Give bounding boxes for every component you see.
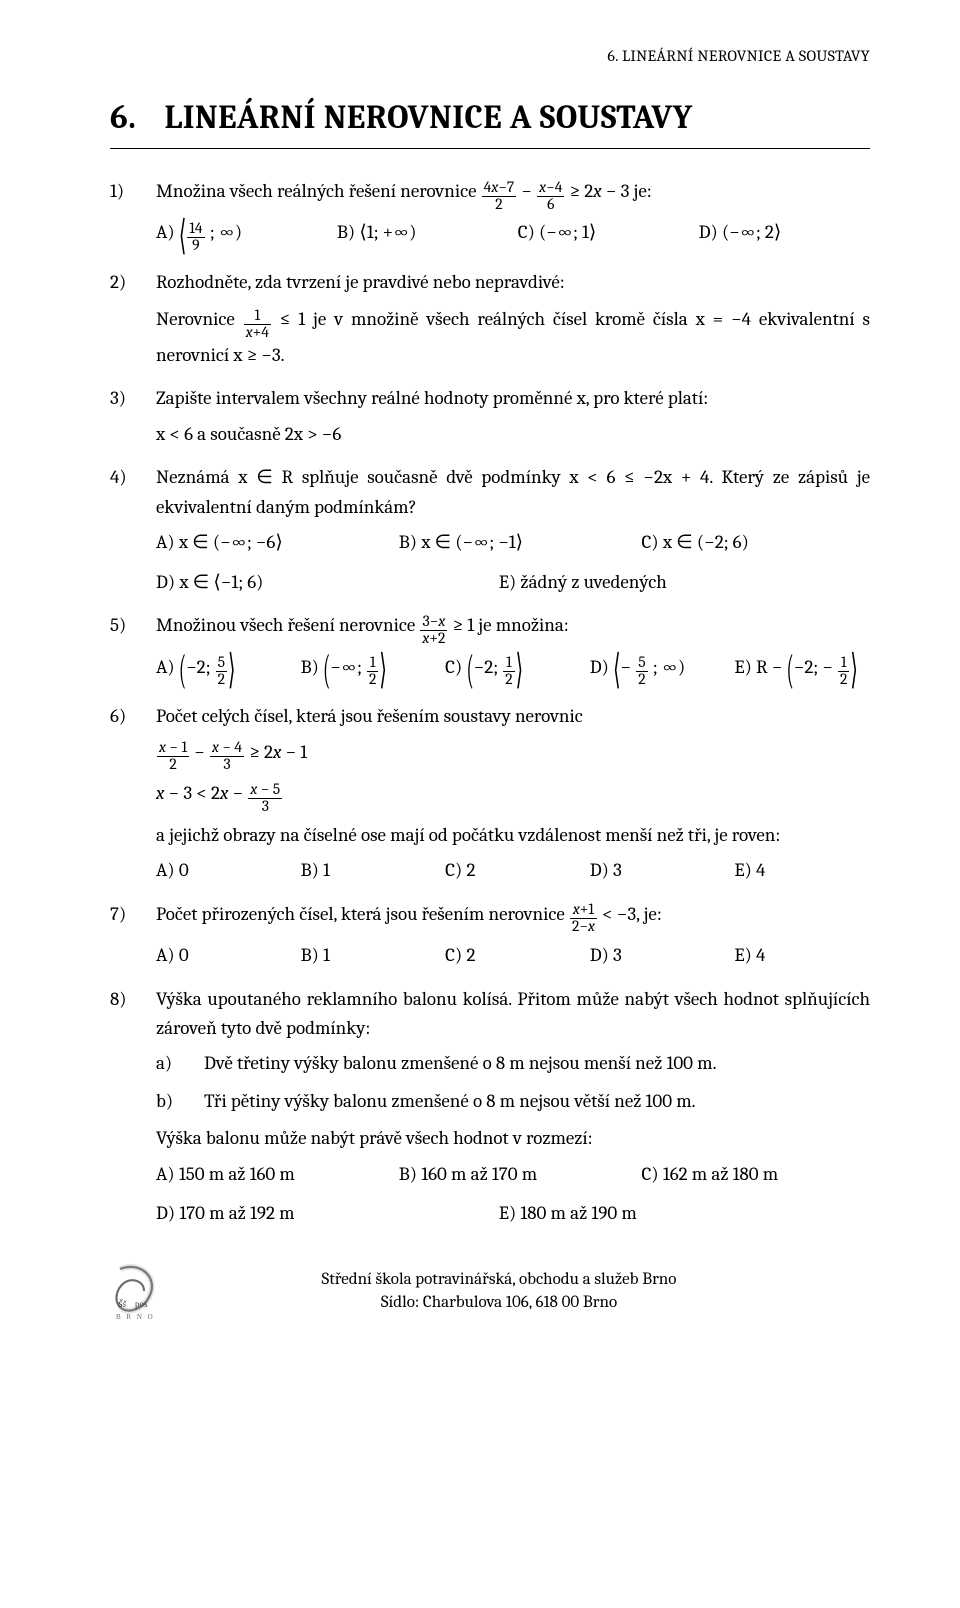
problem-8: Výška upoutaného reklamního balonu kolís…: [110, 985, 870, 1229]
choice-4D: D) x ∈ ⟨−1; 6): [156, 568, 477, 597]
chapter-title-text: LINEÁRNÍ NEROVNICE A SOUSTAVY: [164, 99, 692, 137]
problem-2-body: Nerovnice 1x+4 ≤ 1 je v množině všech re…: [156, 305, 870, 370]
choice-6E: E) 4: [734, 856, 870, 885]
problem-6: Počet celých čísel, která jsou řešením s…: [110, 702, 870, 885]
choice-5E: E) R − (−2; − 12⟩: [734, 653, 870, 689]
problem-8-choices-row1: A) 150 m až 160 m B) 160 m až 170 m C) 1…: [156, 1160, 870, 1189]
problem-1: Množina všech reálných řešení nerovnice …: [110, 177, 870, 254]
choice-8E: E) 180 m až 190 m: [499, 1199, 870, 1228]
problem-8-choices-row2: D) 170 m až 192 m E) 180 m až 190 m: [156, 1199, 870, 1228]
choice-7A: A) 0: [156, 941, 292, 970]
problem-8-sublist: a)Dvě třetiny výšky balonu zmenšené o 8 …: [156, 1049, 870, 1116]
svg-text:šš: šš: [118, 1296, 127, 1310]
problem-6-stem: Počet celých čísel, která jsou řešením s…: [156, 702, 870, 731]
choice-6C: C) 2: [445, 856, 581, 885]
problem-1-choices: A) ⟨149 ; ∞) B) ⟨1; +∞) C) (−∞; 1⟩ D) (−…: [156, 218, 870, 254]
choice-6B: B) 1: [301, 856, 437, 885]
problem-5-stem: Množinou všech řešení nerovnice 3−xx+2 ≥…: [156, 611, 870, 647]
problem-6-tail: a jejichž obrazy na číselné ose mají od …: [156, 821, 870, 850]
problem-7: Počet přirozených čísel, která jsou řeše…: [110, 900, 870, 971]
footer-line1: Střední škola potravinářská, obchodu a s…: [184, 1269, 814, 1292]
problem-4-choices-row2: D) x ∈ ⟨−1; 6) E) žádný z uvedených: [156, 568, 870, 597]
choice-4C: C) x ∈ (−2; 6): [642, 528, 870, 557]
choice-5D: D) ⟨− 52 ; ∞): [590, 653, 726, 689]
problem-4: Neznámá x ∈ R splňuje současně dvě podmí…: [110, 463, 870, 597]
choice-4B: B) x ∈ (−∞; −1⟩: [399, 528, 627, 557]
choice-7D: D) 3: [590, 941, 726, 970]
problem-1-stem: Množina všech reálných řešení nerovnice …: [156, 177, 870, 213]
problem-3-line2: x < 6 a současně 2x > −6: [156, 420, 870, 449]
problem-5: Množinou všech řešení nerovnice 3−xx+2 ≥…: [110, 611, 870, 688]
choice-8B: B) 160 m až 170 m: [399, 1160, 627, 1189]
school-logo-icon: šš pos B R N O: [110, 1263, 166, 1321]
problem-3: Zapište intervalem všechny reálné hodnot…: [110, 384, 870, 449]
choice-4E: E) žádný z uvedených: [499, 568, 870, 597]
choice-4A: A) x ∈ (−∞; −6⟩: [156, 528, 384, 557]
chapter-title: 6. LINEÁRNÍ NEROVNICE A SOUSTAVY: [110, 93, 870, 149]
problem-list: Množina všech reálných řešení nerovnice …: [110, 177, 870, 1229]
choice-5B: B) (−∞; 12⟩: [301, 653, 437, 689]
choice-8A: A) 150 m až 160 m: [156, 1160, 384, 1189]
footer-line2: Sídlo: Charbulova 106, 618 00 Brno: [184, 1292, 814, 1315]
choice-1A: A) ⟨149 ; ∞): [156, 218, 327, 254]
problem-7-choices: A) 0 B) 1 C) 2 D) 3 E) 4: [156, 941, 870, 970]
problem-7-stem: Počet přirozených čísel, která jsou řeše…: [156, 900, 870, 936]
chapter-number: 6.: [110, 99, 136, 137]
choice-1D: D) (−∞; 2⟩: [699, 218, 870, 254]
choice-7C: C) 2: [445, 941, 581, 970]
problem-2-intro: Rozhodněte, zda tvrzení je pravdivé nebo…: [156, 268, 870, 297]
page-footer: šš pos B R N O Střední škola potravinářs…: [110, 1263, 870, 1321]
running-header: 6. LINEÁRNÍ NEROVNICE A SOUSTAVY: [110, 44, 870, 69]
choice-1B: B) ⟨1; +∞): [337, 218, 508, 254]
choice-7E: E) 4: [734, 941, 870, 970]
problem-8a: a)Dvě třetiny výšky balonu zmenšené o 8 …: [156, 1049, 870, 1078]
choice-6A: A) 0: [156, 856, 292, 885]
problem-4-choices-row1: A) x ∈ (−∞; −6⟩ B) x ∈ (−∞; −1⟩ C) x ∈ (…: [156, 528, 870, 557]
choice-5A: A) (−2; 52⟩: [156, 653, 292, 689]
choice-8D: D) 170 m až 192 m: [156, 1199, 477, 1228]
svg-text:B R N O: B R N O: [116, 1313, 155, 1321]
choice-8C: C) 162 m až 180 m: [642, 1160, 870, 1189]
problem-6-eq2: x − 3 < 2x − x − 53: [156, 779, 870, 815]
problem-5-choices: A) (−2; 52⟩ B) (−∞; 12⟩ C) (−2; 12⟩ D) ⟨…: [156, 653, 870, 689]
problem-8-stem: Výška upoutaného reklamního balonu kolís…: [156, 985, 870, 1044]
problem-6-choices: A) 0 B) 1 C) 2 D) 3 E) 4: [156, 856, 870, 885]
svg-text:pos: pos: [135, 1299, 148, 1309]
choice-6D: D) 3: [590, 856, 726, 885]
problem-8b: b)Tři pětiny výšky balonu zmenšené o 8 m…: [156, 1087, 870, 1116]
problem-3-line1: Zapište intervalem všechny reálné hodnot…: [156, 384, 870, 413]
problem-4-stem: Neznámá x ∈ R splňuje současně dvě podmí…: [156, 463, 870, 522]
choice-1C: C) (−∞; 1⟩: [518, 218, 689, 254]
footer-text: Střední škola potravinářská, obchodu a s…: [184, 1269, 870, 1315]
choice-7B: B) 1: [301, 941, 437, 970]
problem-6-eq1: x − 12 − x − 43 ≥ 2x − 1: [156, 738, 870, 774]
choice-5C: C) (−2; 12⟩: [445, 653, 581, 689]
problem-2: Rozhodněte, zda tvrzení je pravdivé nebo…: [110, 268, 870, 370]
problem-8-tail: Výška balonu může nabýt právě všech hodn…: [156, 1124, 870, 1153]
